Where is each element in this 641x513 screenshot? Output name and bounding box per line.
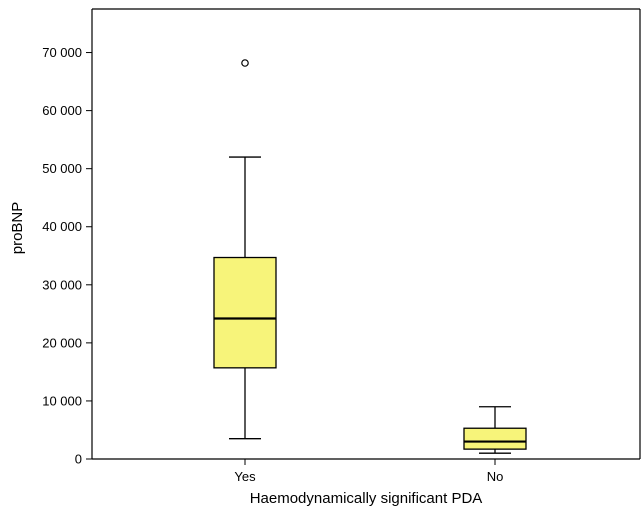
x-axis-label: Haemodynamically significant PDA — [250, 490, 483, 507]
x-axis: Yes No — [234, 459, 503, 484]
y-tick-label: 0 — [75, 452, 82, 467]
iqr-box — [213, 256, 277, 369]
y-tick-label: 10 000 — [42, 393, 82, 408]
y-tick-label: 60 000 — [42, 103, 82, 118]
y-tick-label: 70 000 — [42, 45, 82, 60]
y-tick-label: 20 000 — [42, 335, 82, 350]
y-axis-label: proBNP — [9, 202, 26, 255]
iqr-box — [463, 427, 527, 450]
boxes-layer — [213, 59, 527, 454]
box-group — [463, 406, 527, 454]
y-axis: 0 10 000 20 000 30 000 40 000 50 000 60 000 70 … — [42, 45, 92, 467]
y-tick-label: 40 000 — [42, 219, 82, 234]
x-tick-label: Yes — [234, 469, 256, 484]
y-tick-label: 50 000 — [42, 161, 82, 176]
outlier-point — [241, 59, 249, 67]
plot-frame — [91, 8, 641, 460]
box-group — [213, 59, 277, 440]
x-tick-label: No — [487, 469, 504, 484]
y-tick-label: 30 000 — [42, 277, 82, 292]
